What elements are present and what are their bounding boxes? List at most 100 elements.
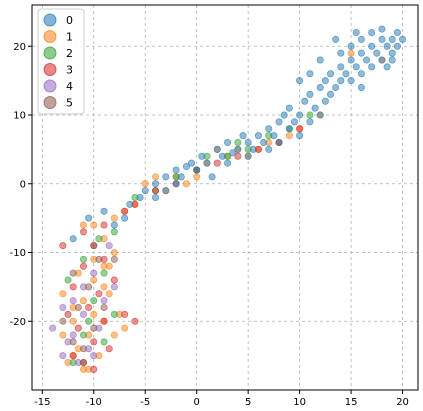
point-series-0 [152,194,160,202]
point-series-0 [172,180,180,188]
point-series-0 [327,70,335,78]
point-series-5 [110,255,118,263]
point-series-4 [69,297,77,305]
point-series-0 [290,118,298,126]
legend-marker-2 [43,46,57,60]
point-series-0 [368,28,376,36]
point-series-0 [198,152,206,160]
point-series-0 [357,35,365,43]
point-series-0 [296,77,304,85]
point-series-0 [275,139,283,147]
point-series-0 [378,35,386,43]
point-series-3 [90,365,98,373]
legend: 0 1 2 3 4 5 [37,8,85,115]
point-series-0 [260,139,268,147]
point-series-0 [218,152,226,160]
point-series-0 [136,194,144,202]
point-series-5 [95,255,103,263]
point-series-0 [347,42,355,50]
point-series-3 [95,290,103,298]
point-series-3 [64,310,72,318]
point-series-5 [69,269,77,277]
point-series-5 [74,303,82,311]
point-series-1 [90,310,98,318]
point-series-0 [285,104,293,112]
point-series-0 [275,118,283,126]
point-series-0 [347,56,355,64]
point-series-0 [393,28,401,36]
point-series-0 [399,35,407,43]
point-series-4 [110,283,118,291]
legend-marker-5 [43,96,57,109]
point-series-0 [316,111,324,119]
point-series-0 [265,145,273,153]
point-series-1 [193,173,201,181]
point-series-0 [280,111,288,119]
point-series-1 [105,290,113,298]
point-series-0 [363,56,371,64]
point-series-0 [373,49,381,57]
point-series-1 [59,290,67,298]
point-series-3 [296,125,304,133]
point-series-1 [121,324,129,332]
point-series-2 [90,297,98,305]
legend-label-0: 0 [66,14,73,27]
legend-label-5: 5 [66,97,73,110]
legend-label-4: 4 [66,80,73,93]
point-series-4 [90,269,98,277]
point-series-1 [90,276,98,284]
point-series-3 [152,187,160,195]
point-series-0 [388,56,396,64]
point-series-0 [188,159,196,167]
point-series-0 [332,84,340,92]
point-series-1 [152,173,160,181]
point-series-1 [110,214,118,222]
point-series-0 [85,214,93,222]
point-series-1 [110,331,118,339]
point-series-0 [152,180,160,188]
point-series-3 [100,317,108,325]
point-series-0 [270,132,278,140]
point-series-0 [224,139,232,147]
point-series-0 [249,145,257,153]
point-series-0 [213,145,221,153]
y-tick-label: 10 [13,111,26,122]
point-series-3 [234,152,242,160]
point-series-0 [311,104,319,112]
point-series-3 [213,159,221,167]
x-tick-label: 10 [293,397,306,408]
point-series-3 [105,345,113,353]
point-series-5 [85,283,93,291]
point-series-1 [285,132,293,140]
point-series-2 [306,111,314,119]
point-series-5 [79,358,87,366]
point-series-1 [69,317,77,325]
legend-label-3: 3 [66,64,73,77]
x-tick-label: 15 [345,397,358,408]
point-series-4 [69,331,77,339]
point-series-2 [234,139,242,147]
legend-marker-0 [43,13,57,27]
point-series-0 [126,200,134,208]
point-series-3 [121,207,129,215]
x-tick-label: -10 [86,397,102,408]
point-series-2 [110,310,118,318]
point-series-2 [100,338,108,346]
data-points [49,25,407,373]
legend-label-2: 2 [66,47,73,60]
plot-frame [31,4,419,391]
point-series-2 [95,235,103,243]
point-series-0 [285,125,293,133]
point-series-0 [296,111,304,119]
legend-box [37,8,85,115]
point-series-2 [100,269,108,277]
point-series-4 [79,310,87,318]
point-series-0 [234,145,242,153]
point-series-0 [100,207,108,215]
point-series-0 [208,173,216,181]
x-tick-label: 5 [245,397,251,408]
point-series-0 [368,63,376,71]
point-series-3 [59,242,67,250]
point-series-1 [347,49,355,57]
point-series-0 [357,84,365,92]
